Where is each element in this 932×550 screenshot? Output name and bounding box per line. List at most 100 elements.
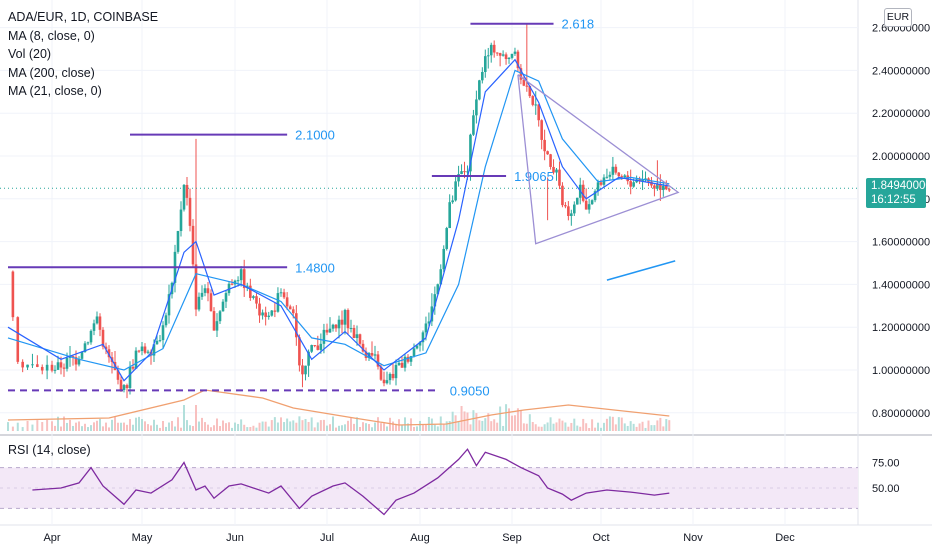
candle-body: [89, 330, 93, 343]
ma8-legend[interactable]: MA (8, close, 0): [8, 28, 95, 43]
candle-body: [310, 345, 313, 352]
volume-bar: [511, 415, 513, 431]
volume-bar: [126, 424, 128, 431]
candle-body: [555, 169, 558, 173]
rsi-legend[interactable]: RSI (14, close): [8, 443, 91, 457]
volume-bar: [273, 417, 276, 431]
candle-body: [209, 293, 213, 312]
candle-body: [457, 174, 460, 182]
candle-body: [394, 364, 398, 379]
candle-body: [644, 178, 647, 180]
volume-bar: [460, 406, 463, 431]
volume-bar: [21, 427, 24, 431]
volume-bar: [546, 422, 549, 431]
rsi-tick-label: 75.00: [872, 458, 900, 470]
candle-body: [104, 346, 108, 350]
volume-bar: [87, 427, 89, 431]
candle-body: [98, 316, 102, 330]
ma21-legend[interactable]: MA (21, close, 0): [8, 84, 102, 98]
candle-body: [623, 175, 627, 178]
volume-bar: [502, 425, 505, 431]
candle-body: [656, 183, 659, 189]
candle-body: [176, 231, 180, 252]
volume-bar: [16, 422, 19, 431]
volume-bar: [362, 422, 364, 431]
volume-bar: [641, 421, 644, 431]
volume-bar: [295, 422, 298, 431]
candle-body: [573, 204, 576, 214]
volume-bar: [276, 422, 279, 431]
volume-bar: [605, 418, 608, 431]
volume-bar: [150, 425, 152, 431]
candle-body: [56, 362, 60, 370]
volume-bar: [395, 423, 397, 431]
volume-bar: [469, 424, 472, 431]
volume-bar: [522, 423, 525, 431]
candle-body: [638, 179, 641, 182]
volume-bar: [424, 424, 427, 431]
price-tick-label: 1.00000000: [872, 365, 930, 377]
candle-body: [50, 364, 54, 371]
candle-body: [486, 55, 490, 57]
volume-bar: [665, 419, 668, 431]
volume-bar: [371, 427, 373, 431]
candle-body: [86, 342, 90, 344]
volume-bar: [516, 408, 519, 431]
volume-bar: [322, 419, 325, 431]
volume-bar: [576, 425, 579, 431]
volume-bar: [534, 424, 537, 431]
volume-bar: [466, 412, 469, 431]
candle-body: [570, 213, 573, 216]
volume-bar: [192, 425, 194, 431]
volume-bar: [117, 422, 119, 431]
candle-body: [412, 348, 416, 357]
candle-body: [322, 329, 326, 344]
candle-body: [16, 317, 20, 362]
candle-body: [498, 53, 502, 56]
volume-bar: [475, 413, 478, 431]
ma200-legend[interactable]: MA (200, close): [8, 65, 95, 80]
currency-button[interactable]: EUR: [884, 8, 912, 27]
volume-bar: [292, 420, 295, 431]
candle-body: [215, 321, 219, 331]
volume-bar: [448, 421, 451, 431]
volume-bar: [240, 419, 243, 431]
price-tick-label: 1.20000000: [872, 322, 930, 334]
candle-body: [629, 181, 632, 187]
volume-bar: [594, 427, 597, 431]
volume-bar: [72, 425, 74, 431]
level-label: 0.9050: [450, 383, 490, 398]
volume-bar: [380, 423, 382, 431]
volume-bar: [111, 419, 113, 431]
volume-bar: [638, 423, 641, 431]
candle-body: [107, 349, 111, 358]
candle-body: [608, 174, 612, 177]
candle-body: [304, 365, 307, 375]
candle-body: [146, 351, 150, 353]
volume-bar: [147, 424, 149, 431]
candle-body: [71, 356, 75, 358]
price-tick-label: 2.60000000: [872, 23, 930, 35]
symbol-label[interactable]: ADA/EUR, 1D, COINBASE: [8, 10, 159, 24]
volume-bar: [650, 425, 653, 431]
volume-bar: [7, 422, 9, 431]
volume-bar: [255, 427, 258, 431]
candle-body: [650, 181, 653, 186]
candle-body: [119, 379, 123, 391]
price-tick-label: 1.40000000: [872, 279, 930, 291]
volume-bar: [368, 424, 370, 431]
bar-countdown: 16:12:55: [871, 194, 916, 206]
candle-body: [632, 182, 635, 187]
candle-body: [373, 354, 377, 356]
volume-bar: [487, 413, 490, 431]
candle-body: [261, 312, 264, 316]
candle-body: [236, 280, 240, 282]
ma-slow-line: [7, 69, 670, 371]
level-label: 2.618: [562, 17, 595, 32]
price-tick-label: 2.20000000: [872, 108, 930, 120]
candle-body: [158, 340, 162, 342]
volume-bar: [63, 416, 65, 431]
volume-bar: [326, 425, 328, 431]
volume-legend[interactable]: Vol (20): [8, 47, 52, 61]
